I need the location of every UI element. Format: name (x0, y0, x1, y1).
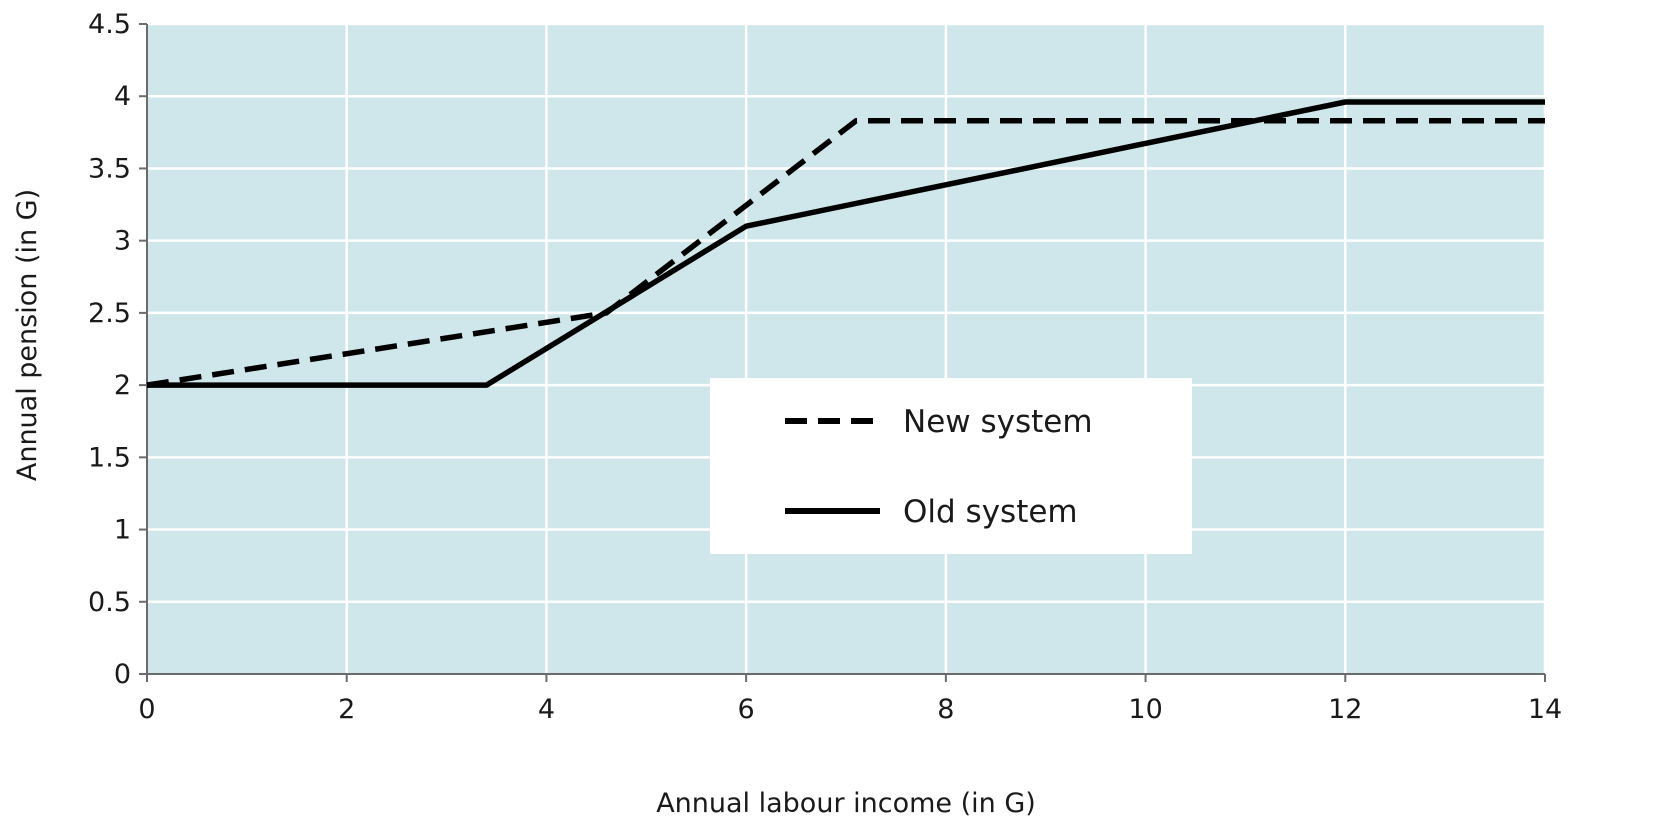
x-axis-title: Annual labour income (in G) (656, 788, 1036, 819)
y-axis-title: Annual pension (in G) (12, 189, 43, 481)
y-tick-label: 4 (114, 81, 131, 112)
tick-labels: 0 0.5 1 1.5 2 2.5 3 3.5 4 4.5 0 2 4 6 8 10 12 14 (88, 9, 1562, 725)
x-tick-label: 12 (1328, 694, 1362, 725)
series-line-old-system (147, 99, 1545, 388)
y-tick-label: 0.5 (88, 587, 131, 618)
legend: New system Old system (710, 378, 1192, 554)
x-tick-label: 8 (937, 694, 954, 725)
y-tick-label: 2 (114, 370, 131, 401)
x-tick-label: 0 (138, 694, 155, 725)
y-tick-label: 1 (114, 515, 131, 546)
y-tick-label: 2.5 (88, 298, 131, 329)
x-tick-label: 2 (338, 694, 355, 725)
legend-label-new-system: New system (903, 404, 1093, 440)
x-tick-label: 6 (738, 694, 755, 725)
legend-box (710, 378, 1192, 554)
y-tick-label: 3.5 (88, 153, 131, 184)
axes (139, 23, 1546, 682)
series-lines (146, 99, 1545, 388)
x-tick-label: 4 (538, 694, 555, 725)
y-tick-label: 3 (114, 226, 131, 257)
legend-label-old-system: Old system (903, 494, 1078, 530)
series-line-new-system (146, 118, 1545, 388)
x-tick-label: 14 (1528, 694, 1562, 725)
y-tick-label: 4.5 (88, 9, 131, 40)
y-tick-label: 0 (114, 659, 131, 690)
x-tick-label: 10 (1128, 694, 1162, 725)
y-tick-label: 1.5 (88, 442, 131, 473)
